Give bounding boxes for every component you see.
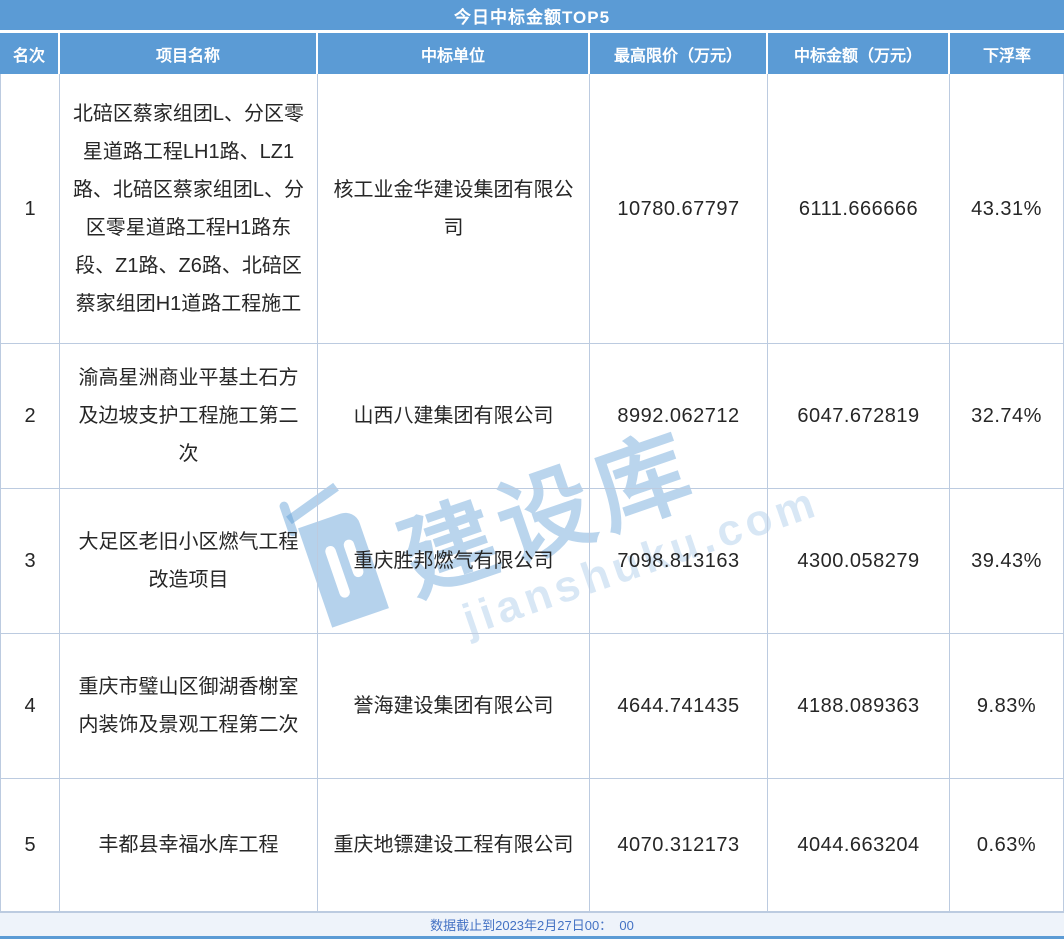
cell-discount-rate: 32.74% (950, 344, 1064, 488)
col-header-company: 中标单位 (318, 33, 590, 74)
cell-rank: 4 (0, 634, 60, 778)
cell-project: 重庆市璧山区御湖香榭室内装饰及景观工程第二次 (60, 634, 318, 778)
cell-company: 重庆地镖建设工程有限公司 (318, 779, 590, 911)
cell-company: 核工业金华建设集团有限公司 (318, 74, 590, 343)
col-header-discount-rate: 下浮率 (982, 47, 1031, 65)
cell-max-price: 8992.062712 (590, 344, 768, 488)
table-title: 今日中标金额TOP5 (0, 0, 1064, 33)
table-row: 1 北碚区蔡家组团L、分区零星道路工程LH1路、LZ1路、北碚区蔡家组团L、分区… (0, 74, 1064, 344)
cell-company: 山西八建集团有限公司 (318, 344, 590, 488)
cell-bid-amount: 6111.666666 (768, 74, 950, 343)
cell-rank: 5 (0, 779, 60, 911)
cell-project: 北碚区蔡家组团L、分区零星道路工程LH1路、LZ1路、北碚区蔡家组团L、分区零星… (60, 74, 318, 343)
cell-max-price: 7098.813163 (590, 489, 768, 633)
cell-project: 丰都县幸福水库工程 (60, 779, 318, 911)
cell-rank: 2 (0, 344, 60, 488)
cell-discount-rate: 43.31% (950, 74, 1064, 343)
col-header-max-price: 最高限价（万元） (590, 33, 768, 74)
cell-company: 重庆胜邦燃气有限公司 (318, 489, 590, 633)
table-row: 3 大足区老旧小区燃气工程改造项目 重庆胜邦燃气有限公司 7098.813163… (0, 489, 1064, 634)
table-header-row: 名次 项目名称 中标单位 最高限价（万元） 中标金额（万元） 下浮率 (0, 33, 1064, 74)
cell-bid-amount: 4300.058279 (768, 489, 950, 633)
table-row: 5 丰都县幸福水库工程 重庆地镖建设工程有限公司 4070.312173 404… (0, 779, 1064, 912)
cell-rank: 3 (0, 489, 60, 633)
cell-discount-rate: 9.83% (950, 634, 1064, 778)
col-header-project: 项目名称 (60, 33, 318, 74)
table-row: 4 重庆市璧山区御湖香榭室内装饰及景观工程第二次 誉海建设集团有限公司 4644… (0, 634, 1064, 779)
cell-max-price: 4070.312173 (590, 779, 768, 911)
data-cutoff-note: 数据截止到2023年2月27日00： 00 (0, 912, 1064, 939)
cell-bid-amount: 4188.089363 (768, 634, 950, 778)
cell-bid-amount: 4044.663204 (768, 779, 950, 911)
cell-discount-rate: 39.43% (950, 489, 1064, 633)
cell-max-price: 10780.67797 (590, 74, 768, 343)
cell-max-price: 4644.741435 (590, 634, 768, 778)
col-header-rank: 名次 (0, 33, 60, 74)
cell-rank: 1 (0, 74, 60, 343)
table-row: 2 渝高星洲商业平基土石方及边坡支护工程施工第二次 山西八建集团有限公司 899… (0, 344, 1064, 489)
cell-discount-rate: 0.63% (950, 779, 1064, 911)
cell-bid-amount: 6047.672819 (768, 344, 950, 488)
cell-project: 大足区老旧小区燃气工程改造项目 (60, 489, 318, 633)
col-header-bid-amount: 中标金额（万元） (768, 33, 950, 74)
cell-project: 渝高星洲商业平基土石方及边坡支护工程施工第二次 (60, 344, 318, 488)
cell-company: 誉海建设集团有限公司 (318, 634, 590, 778)
